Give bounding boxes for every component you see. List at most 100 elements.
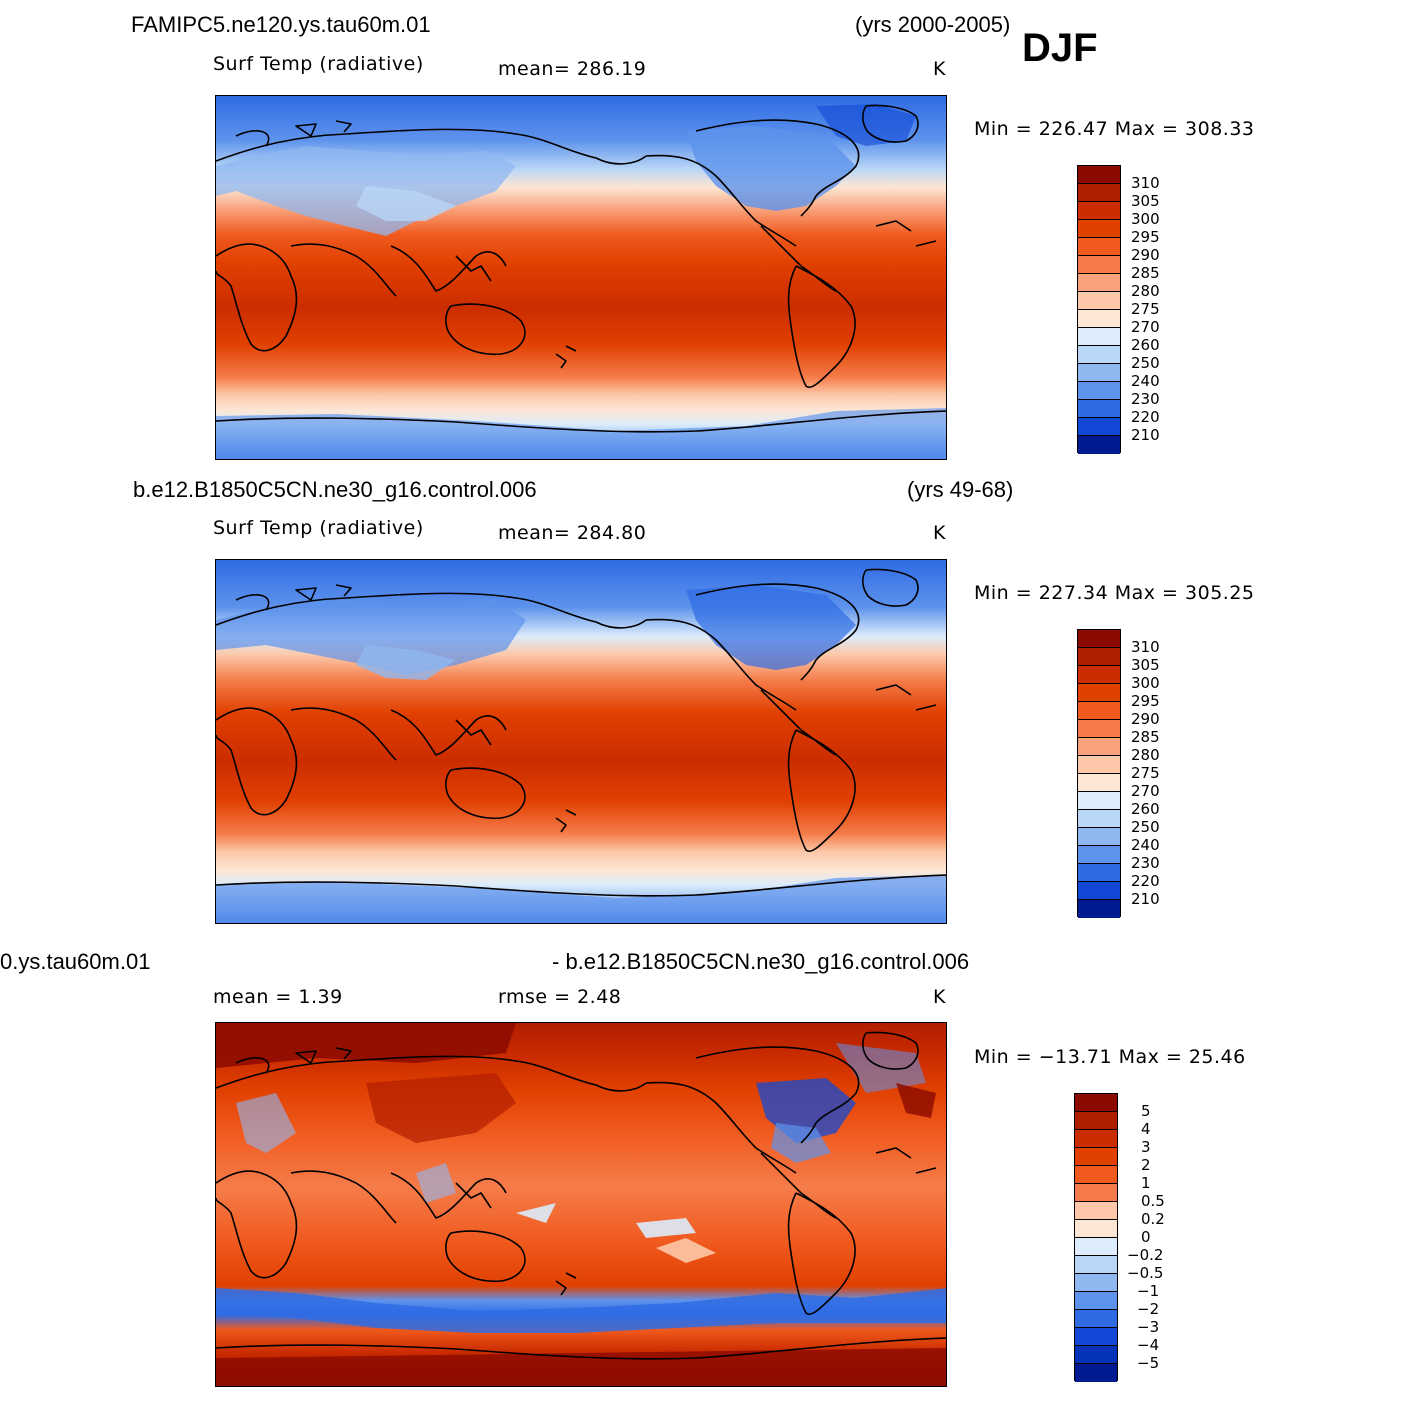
panel2-colorbar-label: 285 bbox=[1131, 728, 1160, 746]
panel2-colorbar-segment bbox=[1078, 684, 1120, 702]
panel3-colorbar-label: 5 bbox=[1141, 1102, 1151, 1120]
panel1-colorbar-label: 305 bbox=[1131, 192, 1160, 210]
panel2-years: (yrs 49-68) bbox=[907, 477, 1014, 502]
season-label: DJF bbox=[1022, 26, 1098, 70]
panel1-colorbar-label: 240 bbox=[1131, 372, 1160, 390]
panel2-colorbar-label: 250 bbox=[1131, 818, 1160, 836]
panel1-colorbar-label: 260 bbox=[1131, 336, 1160, 354]
panel1-colorbar-label: 230 bbox=[1131, 390, 1160, 408]
panel1-case-name: FAMIPC5.ne120.ys.tau60m.01 bbox=[131, 12, 431, 37]
panel2-case-name: b.e12.B1850C5CN.ne30_g16.control.006 bbox=[133, 477, 537, 502]
panel1-colorbar-label: 310 bbox=[1131, 174, 1160, 192]
panel1-map-field bbox=[216, 96, 946, 459]
panel3-colorbar-segment bbox=[1075, 1346, 1117, 1364]
panel1-map bbox=[215, 95, 947, 460]
panel1-mean: mean= 286.19 bbox=[498, 58, 647, 80]
panel3-colorbar-label: 0.2 bbox=[1141, 1210, 1165, 1228]
panel3-colorbar bbox=[1074, 1093, 1118, 1382]
panel3-colorbar-segment bbox=[1075, 1292, 1117, 1310]
panel2-colorbar-segment bbox=[1078, 828, 1120, 846]
panel1-units: K bbox=[933, 58, 946, 80]
panel1-colorbar-segment bbox=[1078, 184, 1120, 202]
panel1-colorbar-segment bbox=[1078, 400, 1120, 418]
panel1-variable: Surf Temp (radiative) bbox=[213, 53, 424, 75]
panel3-colorbar-segment bbox=[1075, 1274, 1117, 1292]
panel1-colorbar-segment bbox=[1078, 256, 1120, 274]
panel1-colorbar-segment bbox=[1078, 238, 1120, 256]
panel1-years: (yrs 2000-2005) bbox=[855, 12, 1011, 37]
panel1-colorbar-label: 270 bbox=[1131, 318, 1160, 336]
panel1-colorbar-segment bbox=[1078, 220, 1120, 238]
panel1-colorbar-segment bbox=[1078, 382, 1120, 400]
panel1-land-overlay bbox=[216, 104, 946, 459]
panel2-colorbar-segment bbox=[1078, 774, 1120, 792]
panel3-colorbar-segment bbox=[1075, 1202, 1117, 1220]
panel3-colorbar-segment bbox=[1075, 1256, 1117, 1274]
panel1-colorbar-label: 290 bbox=[1131, 246, 1160, 264]
panel1-colorbar-segment bbox=[1078, 436, 1120, 454]
panel2-colorbar-segment bbox=[1078, 900, 1120, 918]
panel3-anomaly-patches bbox=[216, 1023, 946, 1386]
panel2-variable: Surf Temp (radiative) bbox=[213, 517, 424, 539]
panel2-colorbar-label: 300 bbox=[1131, 674, 1160, 692]
panel3-minmax: Min = −13.71 Max = 25.46 bbox=[974, 1046, 1246, 1068]
panel2-colorbar-label: 290 bbox=[1131, 710, 1160, 728]
panel2-colorbar-segment bbox=[1078, 810, 1120, 828]
panel3-colorbar-label: −1 bbox=[1137, 1282, 1160, 1300]
panel2-colorbar-label: 275 bbox=[1131, 764, 1160, 782]
panel1-colorbar-segment bbox=[1078, 292, 1120, 310]
panel2-colorbar-segment bbox=[1078, 846, 1120, 864]
panel3-colorbar-segment bbox=[1075, 1184, 1117, 1202]
panel2-coastlines bbox=[216, 568, 946, 897]
panel2-colorbar-segment bbox=[1078, 702, 1120, 720]
panel1-colorbar-label: 285 bbox=[1131, 264, 1160, 282]
panel3-colorbar-label: 4 bbox=[1141, 1120, 1151, 1138]
panel1-colorbar-label: 280 bbox=[1131, 282, 1160, 300]
panel3-colorbar-segment bbox=[1075, 1364, 1117, 1382]
panel2-land-overlay bbox=[216, 585, 946, 923]
panel1-coastlines bbox=[216, 104, 946, 433]
panel3-map bbox=[215, 1022, 947, 1387]
panel2-minmax: Min = 227.34 Max = 305.25 bbox=[974, 582, 1255, 604]
panel2-map-field bbox=[216, 560, 946, 923]
panel3-colorbar-label: −4 bbox=[1137, 1336, 1160, 1354]
panel1-colorbar-segment bbox=[1078, 346, 1120, 364]
panel3-colorbar-label: −2 bbox=[1137, 1300, 1160, 1318]
panel2-colorbar-segment bbox=[1078, 648, 1120, 666]
panel1-colorbar-label: 250 bbox=[1131, 354, 1160, 372]
panel2-colorbar-label: 220 bbox=[1131, 872, 1160, 890]
panel1-colorbar-label: 220 bbox=[1131, 408, 1160, 426]
panel2-colorbar-label: 305 bbox=[1131, 656, 1160, 674]
panel3-colorbar-label: 1 bbox=[1141, 1174, 1151, 1192]
panel2-colorbar-label: 230 bbox=[1131, 854, 1160, 872]
panel3-colorbar-label: 0.5 bbox=[1141, 1192, 1165, 1210]
panel2-colorbar-segment bbox=[1078, 756, 1120, 774]
panel1-colorbar-label: 210 bbox=[1131, 426, 1160, 444]
panel2-mean: mean= 284.80 bbox=[498, 522, 647, 544]
panel3-mean: mean = 1.39 bbox=[213, 986, 343, 1008]
panel3-case-right: - b.e12.B1850C5CN.ne30_g16.control.006 bbox=[552, 949, 970, 974]
panel3-colorbar-label: −0.5 bbox=[1127, 1264, 1164, 1282]
panel3-case-left: 0.ys.tau60m.01 bbox=[0, 949, 151, 974]
panel1-colorbar bbox=[1077, 165, 1121, 454]
panel3-colorbar-label: −3 bbox=[1137, 1318, 1160, 1336]
panel3-colorbar-label: 0 bbox=[1141, 1228, 1151, 1246]
panel2-colorbar bbox=[1077, 629, 1121, 918]
panel1-colorbar-segment bbox=[1078, 274, 1120, 292]
panel3-colorbar-segment bbox=[1075, 1166, 1117, 1184]
panel3-colorbar-segment bbox=[1075, 1148, 1117, 1166]
panel1-colorbar-segment bbox=[1078, 328, 1120, 346]
panel1-colorbar-label: 275 bbox=[1131, 300, 1160, 318]
panel2-colorbar-label: 295 bbox=[1131, 692, 1160, 710]
panel2-colorbar-label: 210 bbox=[1131, 890, 1160, 908]
panel2-colorbar-segment bbox=[1078, 864, 1120, 882]
panel3-rmse: rmse = 2.48 bbox=[498, 986, 622, 1008]
panel3-colorbar-segment bbox=[1075, 1328, 1117, 1346]
panel2-map bbox=[215, 559, 947, 924]
panel2-colorbar-label: 270 bbox=[1131, 782, 1160, 800]
panel3-colorbar-segment bbox=[1075, 1310, 1117, 1328]
panel2-colorbar-label: 260 bbox=[1131, 800, 1160, 818]
panel3-colorbar-label: 2 bbox=[1141, 1156, 1151, 1174]
panel3-colorbar-segment bbox=[1075, 1112, 1117, 1130]
panel1-colorbar-segment bbox=[1078, 202, 1120, 220]
